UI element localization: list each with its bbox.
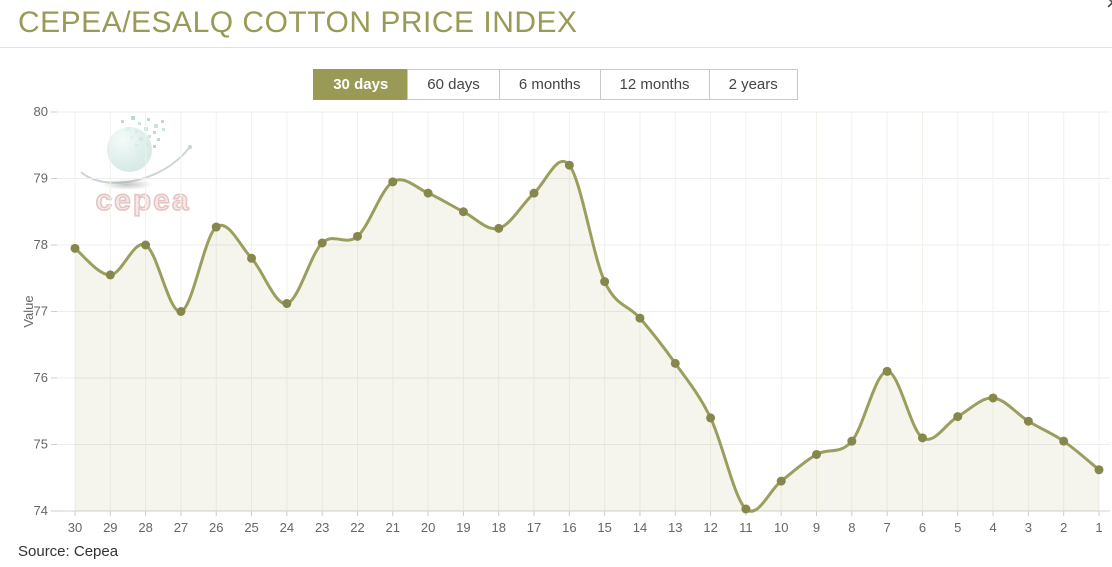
svg-text:4: 4 <box>989 520 996 535</box>
svg-text:10: 10 <box>774 520 788 535</box>
svg-text:25: 25 <box>244 520 258 535</box>
svg-text:19: 19 <box>456 520 470 535</box>
svg-text:74: 74 <box>34 503 48 518</box>
range-button-6-months[interactable]: 6 months <box>498 69 601 100</box>
range-button-12-months[interactable]: 12 months <box>599 69 710 100</box>
svg-text:17: 17 <box>527 520 541 535</box>
range-button-60-days[interactable]: 60 days <box>407 69 500 100</box>
svg-text:7: 7 <box>884 520 891 535</box>
svg-text:22: 22 <box>350 520 364 535</box>
svg-text:78: 78 <box>34 237 48 252</box>
svg-text:23: 23 <box>315 520 329 535</box>
svg-text:9: 9 <box>813 520 820 535</box>
svg-text:20: 20 <box>421 520 435 535</box>
svg-text:2: 2 <box>1060 520 1067 535</box>
svg-text:27: 27 <box>174 520 188 535</box>
svg-text:11: 11 <box>739 520 753 535</box>
svg-text:26: 26 <box>209 520 223 535</box>
svg-text:75: 75 <box>34 437 48 452</box>
svg-text:3: 3 <box>1025 520 1032 535</box>
svg-text:15: 15 <box>597 520 611 535</box>
svg-text:16: 16 <box>562 520 576 535</box>
svg-text:79: 79 <box>34 171 48 186</box>
svg-text:5: 5 <box>954 520 961 535</box>
page-title: CEPEA/ESALQ COTTON PRICE INDEX <box>18 6 578 39</box>
svg-text:21: 21 <box>386 520 400 535</box>
svg-text:1: 1 <box>1095 520 1102 535</box>
svg-text:30: 30 <box>68 520 82 535</box>
range-button-2-years[interactable]: 2 years <box>708 69 798 100</box>
source-note: Source: Cepea <box>18 543 119 560</box>
svg-text:13: 13 <box>668 520 682 535</box>
svg-text:24: 24 <box>280 520 294 535</box>
svg-text:18: 18 <box>491 520 505 535</box>
svg-text:6: 6 <box>919 520 926 535</box>
svg-text:8: 8 <box>848 520 855 535</box>
svg-text:76: 76 <box>34 370 48 385</box>
svg-text:80: 80 <box>34 104 48 119</box>
range-button-30-days[interactable]: 30 days <box>313 69 409 100</box>
svg-text:77: 77 <box>34 304 48 319</box>
close-icon[interactable]: × <box>1106 0 1112 14</box>
header: CEPEA/ESALQ COTTON PRICE INDEX <box>0 0 1112 48</box>
svg-text:Value: Value <box>21 295 36 327</box>
svg-text:28: 28 <box>138 520 152 535</box>
svg-text:29: 29 <box>103 520 117 535</box>
svg-text:12: 12 <box>703 520 717 535</box>
svg-text:14: 14 <box>633 520 647 535</box>
range-selector: 30 days 60 days 6 months 12 months 2 yea… <box>0 69 1112 100</box>
